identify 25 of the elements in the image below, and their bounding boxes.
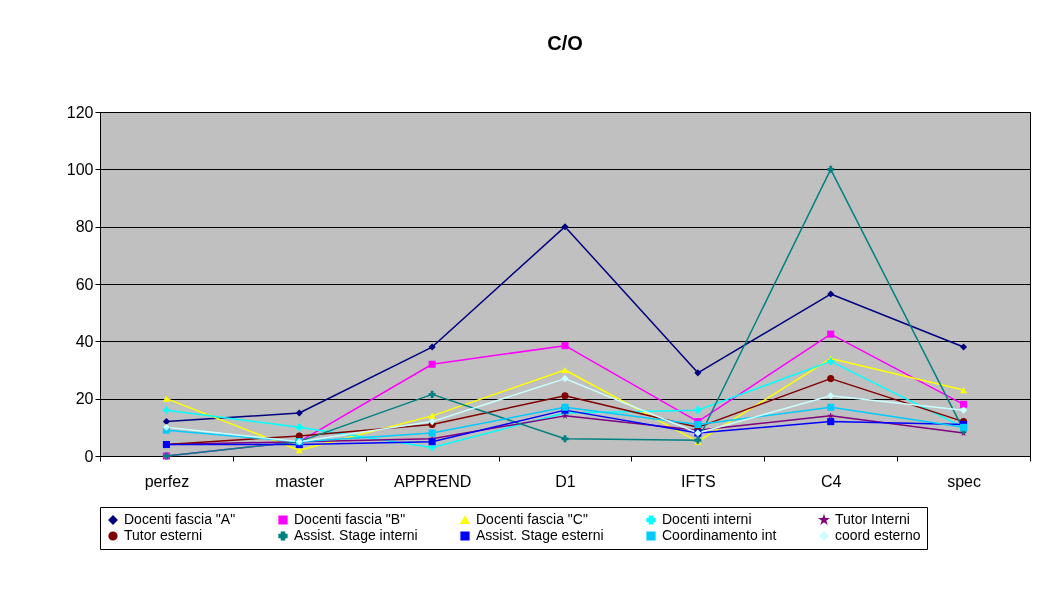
- y-tick-label: 100: [66, 160, 94, 178]
- y-tick-label: 0: [84, 447, 94, 465]
- x-tick-label: IFTS: [681, 472, 716, 490]
- legend-label: Tutor esterni: [124, 527, 203, 543]
- x-tick-label: master: [275, 472, 325, 490]
- legend-label: Tutor Interni: [835, 511, 910, 527]
- legend-label: Docenti fascia "A": [124, 511, 236, 527]
- y-tick-label: 20: [75, 390, 94, 408]
- legend-label: Assist. Stage esterni: [476, 527, 604, 543]
- y-tick-label: 40: [75, 332, 94, 350]
- y-tick-label: 80: [75, 218, 94, 236]
- y-tick-label: 120: [66, 103, 94, 121]
- chart-title: C/O: [547, 32, 583, 54]
- legend-label: Coordinamento int: [662, 527, 777, 543]
- legend-label: Docenti fascia "B": [294, 511, 406, 527]
- x-tick-label: spec: [947, 472, 981, 490]
- x-tick-label: D1: [555, 472, 576, 490]
- y-tick-label: 60: [75, 275, 94, 293]
- legend-label: Docenti interni: [662, 511, 752, 527]
- legend-label: Docenti fascia "C": [476, 511, 588, 527]
- x-tick-label: C4: [820, 472, 842, 490]
- x-tick-label: perfez: [144, 472, 190, 490]
- x-tick-label: APPREND: [393, 472, 472, 490]
- legend-label: coord esterno: [835, 527, 921, 543]
- legend-label: Assist. Stage interni: [294, 527, 418, 543]
